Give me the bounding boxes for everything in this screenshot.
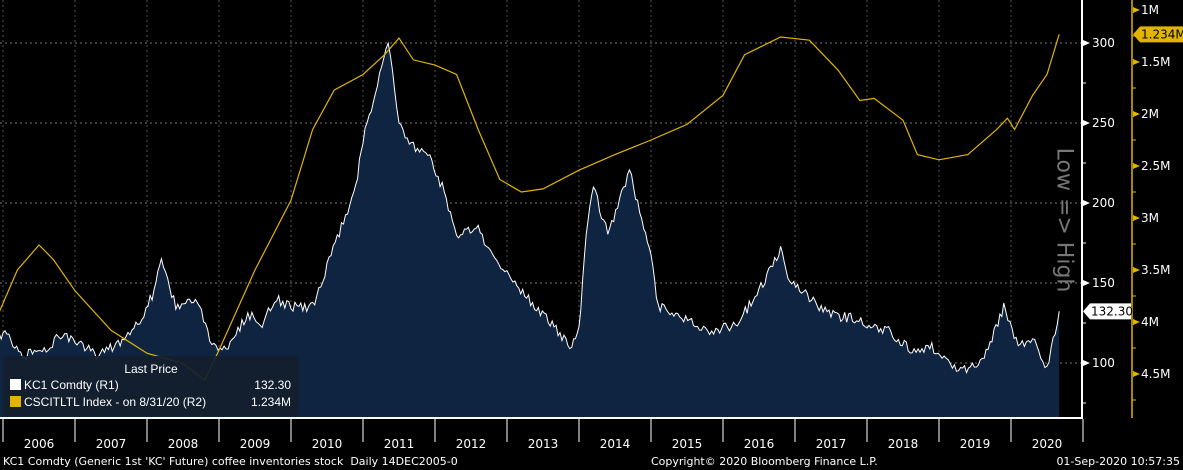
r1-tick-arrow [1083, 200, 1090, 206]
x-tick-label: 2009 [240, 437, 271, 451]
x-tick-label: 2010 [312, 437, 343, 451]
r2-tick-label: 2.5M [1141, 159, 1170, 173]
x-tick-label: 2006 [24, 437, 55, 451]
x-tick-label: 2016 [744, 437, 775, 451]
r2-tick-arrow [1133, 215, 1140, 221]
legend-swatch [10, 396, 21, 407]
x-tick-label: 2018 [888, 437, 919, 451]
legend-header: Last Price [124, 362, 178, 376]
legend-label: CSCITLTL Index - on 8/31/20 (R2) [24, 395, 207, 409]
x-tick-label: 2019 [960, 437, 991, 451]
footer-timestamp: 01-Sep-2020 10:57:35 [1056, 455, 1180, 468]
r2-tick-label: 1.5M [1141, 55, 1170, 69]
kc1-line [0, 41, 1060, 375]
r2-tick-label: 4M [1141, 315, 1159, 329]
footer-description: KC1 Comdty (Generic 1st 'KC' Future) cof… [3, 455, 458, 468]
legend-item-cscitltl: CSCITLTL Index - on 8/31/20 (R2) 1.234M [10, 395, 291, 411]
legend-value: 1.234M [250, 395, 291, 409]
r2-tick-arrow [1133, 267, 1140, 273]
x-tick-label: 2007 [96, 437, 127, 451]
r1-tick-arrow [1083, 280, 1090, 286]
chart: 100 150 200 250 300 1M 1.5M 2M 2.5M 3M 3.5M 4M 4.5M 1… [0, 0, 1183, 451]
x-tick-label: 2012 [456, 437, 487, 451]
r1-tick-label: 200 [1092, 196, 1115, 210]
x-tick-label: 2014 [600, 437, 631, 451]
r2-tick-label: 2M [1141, 107, 1159, 121]
r2-tick-arrow [1133, 163, 1140, 169]
r1-tick-label: 150 [1092, 276, 1115, 290]
r2-tick-label: 3.5M [1141, 263, 1170, 277]
legend: Last Price KC1 Comdty (R1) 132.30 CSCITL… [3, 356, 299, 416]
r2-axis-label-text: Low => High [1051, 147, 1077, 293]
cscitltl-last-value: 1.234M [1141, 27, 1183, 41]
r1-tick-arrow [1083, 120, 1090, 126]
r2-tick-label: 1M [1141, 3, 1159, 17]
r2-tick-arrow [1133, 59, 1140, 65]
cscitltl-last-badge [1133, 26, 1183, 43]
x-tick-label: 2017 [816, 437, 847, 451]
r2-tick-arrow [1133, 319, 1140, 325]
r2-tick-arrow [1133, 371, 1140, 377]
x-tick-label: 2013 [528, 437, 559, 451]
legend-swatch [10, 379, 21, 390]
legend-item-kc1: KC1 Comdty (R1) 132.30 [10, 378, 291, 394]
footer-copyright: Copyright© 2020 Bloomberg Finance L.P. [651, 455, 878, 468]
legend-value: 132.30 [254, 378, 291, 392]
r1-tick-arrow [1083, 360, 1090, 366]
r1-tick-label: 100 [1092, 356, 1115, 370]
r2-tick-arrow [1133, 7, 1140, 13]
x-tick-label: 2020 [1032, 437, 1063, 451]
x-tick-label: 2015 [672, 437, 703, 451]
r1-tick-arrow [1083, 40, 1090, 46]
x-tick-label: 2008 [168, 437, 199, 451]
r2-tick-label: 3M [1141, 211, 1159, 225]
r2-tick-label: 4.5M [1141, 367, 1170, 381]
legend-label: KC1 Comdty (R1) [24, 378, 119, 392]
kc1-last-value: 132.30 [1091, 304, 1133, 318]
kc1-last-badge [1083, 303, 1131, 320]
x-tick-label: 2011 [384, 437, 415, 451]
r1-tick-label: 300 [1092, 36, 1115, 50]
r1-tick-label: 250 [1092, 116, 1115, 130]
kc1-area [0, 43, 1060, 417]
r2-tick-arrow [1133, 111, 1140, 117]
r2-axis-label: Low => High [1050, 135, 1078, 305]
